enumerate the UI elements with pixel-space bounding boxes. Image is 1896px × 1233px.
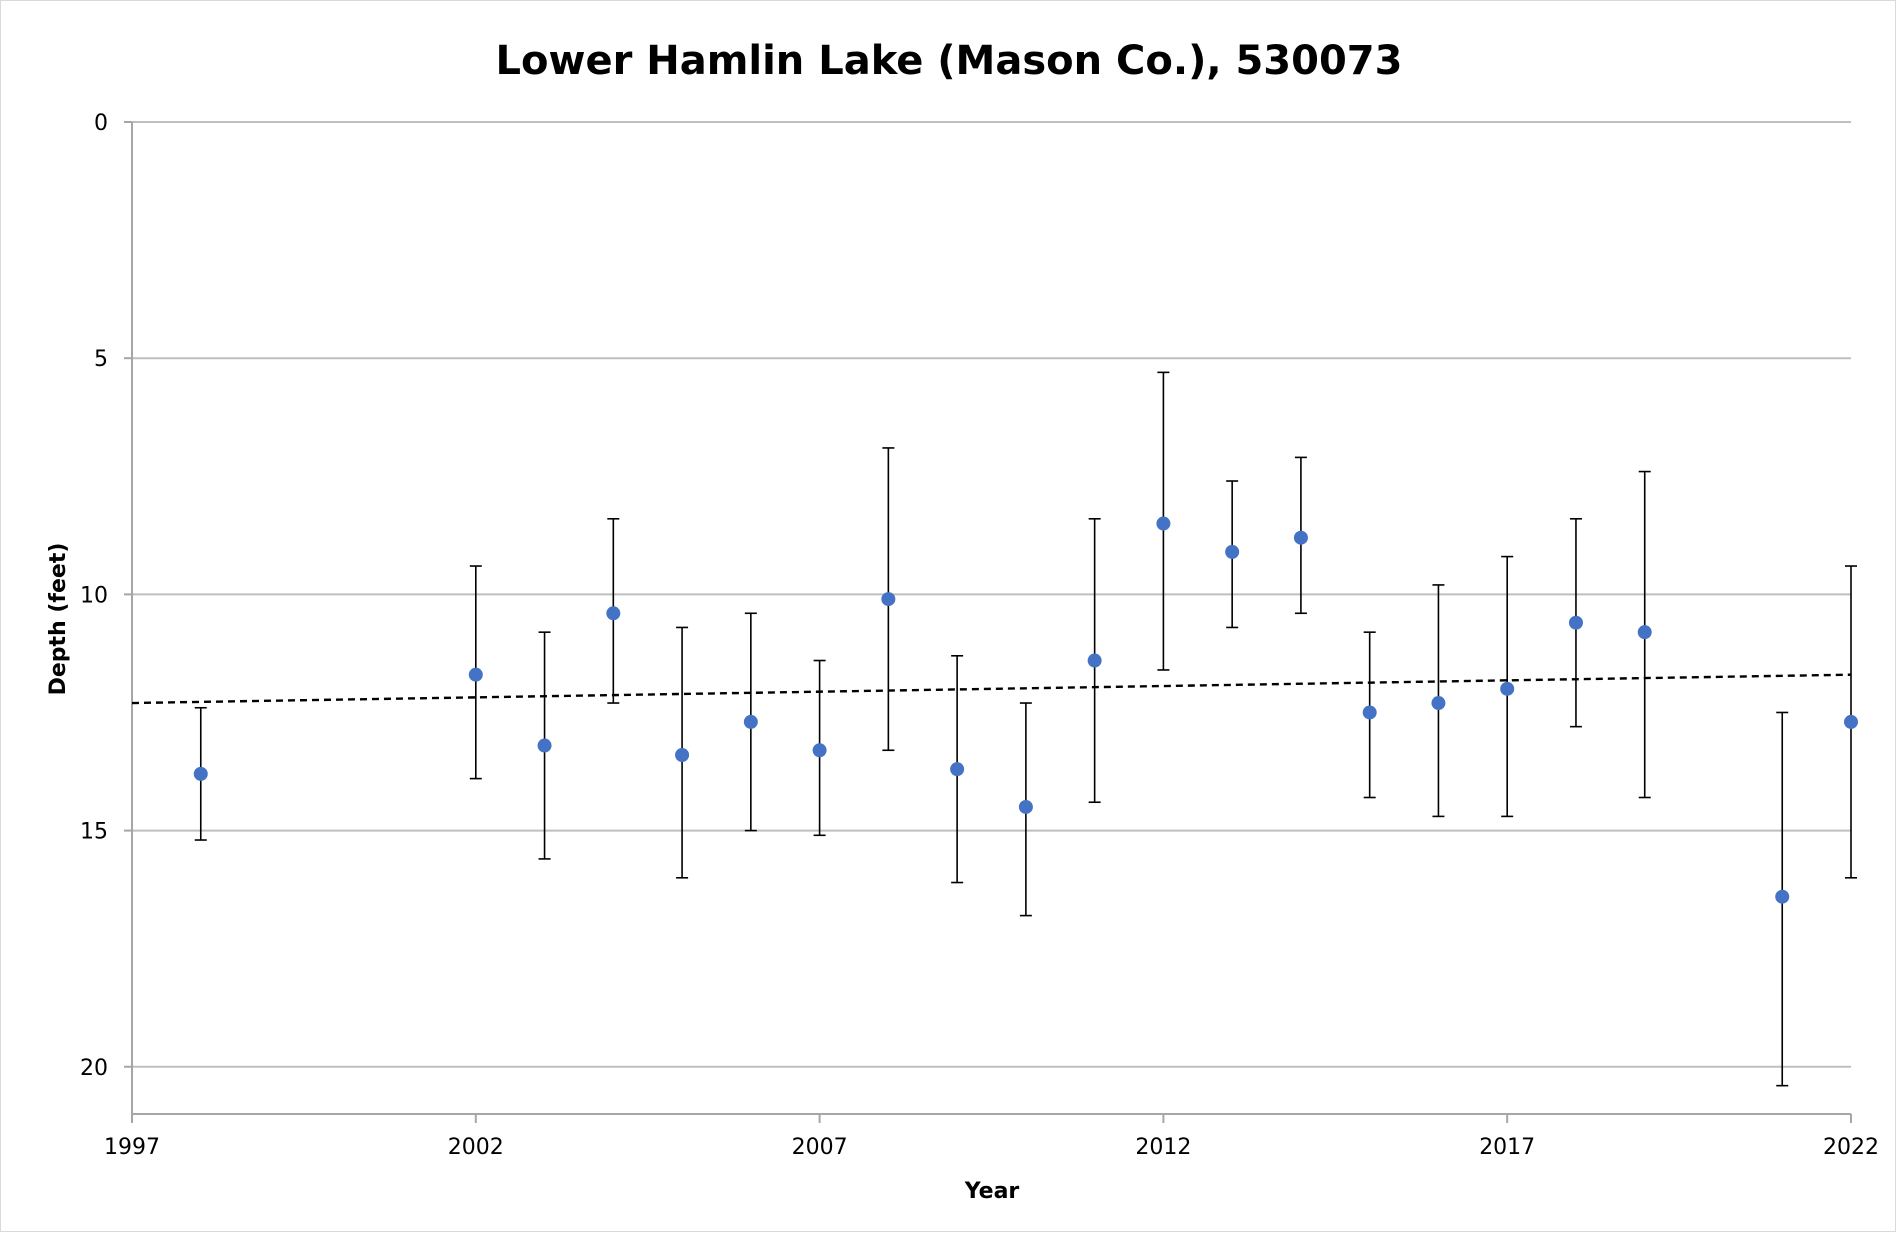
data-point: [1018, 799, 1033, 814]
data-point: [193, 766, 208, 781]
data-point: [1362, 705, 1377, 720]
x-tick-label: 2017: [1479, 1135, 1535, 1160]
data-points: [193, 516, 1858, 904]
data-point: [1844, 714, 1858, 729]
x-tick-label: 2012: [1135, 1135, 1191, 1160]
data-point: [468, 667, 483, 682]
trendline-layer: [131, 673, 1852, 705]
data-point: [1775, 889, 1790, 904]
data-point: [606, 606, 621, 621]
data-point: [1500, 681, 1515, 696]
x-tick-label: 1997: [104, 1135, 160, 1160]
trendline: [131, 673, 1852, 705]
y-tick-label: 20: [80, 1056, 108, 1081]
data-point: [1637, 625, 1652, 640]
data-point: [1087, 653, 1102, 668]
data-point: [537, 738, 552, 753]
y-tick-label: 0: [94, 111, 108, 136]
axes: 0 5 10 15 20 1997 2002 2007 2012 2017 2022: [80, 111, 1879, 1160]
x-tick-label: 2007: [792, 1135, 848, 1160]
data-point: [1156, 516, 1171, 531]
data-point: [743, 714, 758, 729]
data-point: [950, 762, 965, 777]
data-point: [1568, 615, 1583, 630]
chart-title: Lower Hamlin Lake (Mason Co.), 530073: [496, 38, 1403, 84]
data-point: [881, 592, 896, 607]
y-tick-label: 5: [94, 347, 108, 372]
gridlines: [132, 121, 1851, 1068]
x-tick-label: 2022: [1823, 1135, 1879, 1160]
x-axis-title: Year: [964, 1179, 1020, 1204]
error-bars: [194, 371, 1857, 1087]
data-point: [812, 743, 827, 758]
data-point: [1225, 544, 1240, 559]
y-axis-title: Depth (feet): [46, 543, 71, 696]
data-point: [1293, 530, 1308, 545]
data-point: [675, 747, 690, 762]
y-tick-label: 10: [80, 583, 108, 608]
data-point: [1431, 696, 1446, 711]
y-tick-label: 15: [80, 820, 108, 845]
x-tick-label: 2002: [448, 1135, 504, 1160]
